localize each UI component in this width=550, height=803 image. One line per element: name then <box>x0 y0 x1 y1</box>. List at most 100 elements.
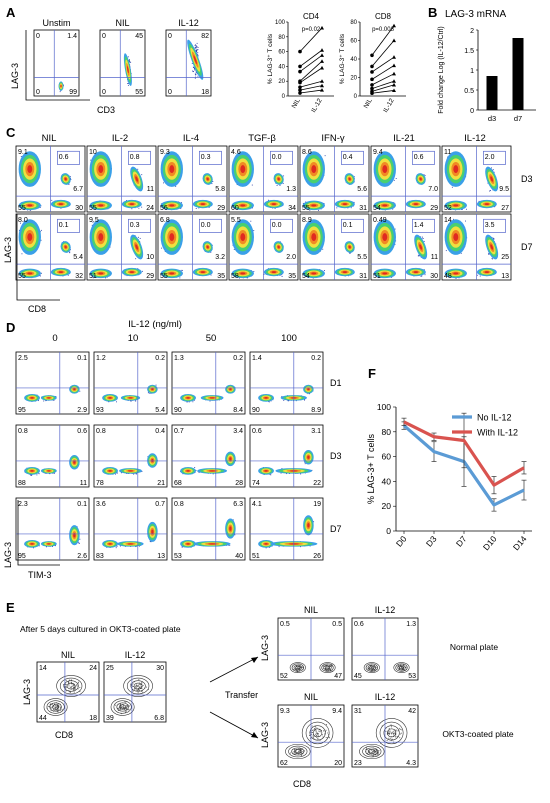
flow-event-dot <box>194 47 196 49</box>
quadrant-value-lr: 34 <box>288 205 296 212</box>
flow-event-dot <box>493 171 495 173</box>
flow-event-dot <box>197 52 199 54</box>
gate-box <box>57 218 80 233</box>
panel-c: NIL IL-2 IL-4 TGF-β IFN-γ IL-21 IL-129.10.66.7… <box>3 133 533 314</box>
density-core <box>277 177 280 181</box>
quadrant-value-ll: 58 <box>231 273 239 280</box>
quadrant-value-ul: 9.3 <box>160 149 170 156</box>
quadrant-value-lr: 55 <box>135 89 143 96</box>
nil-point <box>298 85 302 89</box>
density-core <box>484 203 490 205</box>
panel-b-title: LAG-3 mRNA <box>445 9 506 20</box>
flow-event-dot <box>69 252 71 254</box>
flow-event-dot <box>423 174 425 176</box>
flow-event-dot <box>198 207 200 209</box>
density-core <box>98 204 104 207</box>
panel-a-plot-title: IL-12 <box>178 18 199 28</box>
quadrant-value-ll: 0 <box>36 89 40 96</box>
quadrant-value-ll: 52 <box>444 205 452 212</box>
paired-line <box>371 73 395 86</box>
flow-event-dot <box>127 56 129 58</box>
flow-event-dot <box>128 59 130 61</box>
bar-d7 <box>512 38 524 110</box>
gate-box-value: 2.0 <box>485 154 495 161</box>
flow-event-dot <box>161 247 163 249</box>
gate-box-value: 0.6 <box>414 154 424 161</box>
flow-event-dot <box>194 69 196 71</box>
nil-point <box>370 70 374 74</box>
panel-c-column-title: IFN-γ <box>321 133 344 144</box>
flow-event-dot <box>139 237 141 239</box>
quadrant-value-ur: 82 <box>201 33 209 40</box>
quadrant-value-ll: 55 <box>18 205 26 212</box>
density-core <box>382 204 388 207</box>
density-core <box>169 204 175 207</box>
density-core <box>60 85 62 88</box>
paired-plot-title: CD8 <box>375 12 392 21</box>
panel-letter-f: F <box>368 366 376 381</box>
density-core <box>419 177 422 181</box>
flow-event-dot <box>236 184 238 186</box>
density-core <box>129 271 135 273</box>
panel-b-category-label: d7 <box>514 114 522 123</box>
paired-plot-xtick-label: IL-12 <box>310 97 324 114</box>
flow-event-dot <box>489 190 491 192</box>
gate-box-value: 0.1 <box>59 222 69 229</box>
flow-event-dot <box>137 168 139 170</box>
quadrant-value-ll: 0 <box>168 89 172 96</box>
il12-point <box>392 55 396 59</box>
flow-event-dot <box>163 182 164 184</box>
flow-event-dot <box>276 185 278 186</box>
flow-event-dot <box>323 202 325 204</box>
flow-event-dot <box>90 159 92 161</box>
flow-event-dot <box>350 207 352 209</box>
flow-event-dot <box>181 202 182 204</box>
flow-event-dot <box>393 179 395 181</box>
quadrant-value-lr: 27 <box>501 205 509 212</box>
quadrant-value-lr: 35 <box>217 273 225 280</box>
flow-event-dot <box>478 200 480 202</box>
density-core <box>98 165 104 174</box>
gate-box <box>483 150 506 165</box>
flow-event-dot <box>129 61 131 62</box>
flow-plot-frame <box>33 29 80 97</box>
density-core <box>27 165 33 174</box>
nil-point <box>370 83 374 87</box>
flow-event-dot <box>252 207 253 209</box>
flow-event-dot <box>40 239 42 241</box>
il12-point <box>392 88 396 93</box>
paired-line <box>371 40 395 67</box>
il12-point <box>392 82 396 87</box>
gate-box-value: 0.4 <box>343 154 353 161</box>
gate-box <box>57 150 80 165</box>
density-core <box>58 271 64 273</box>
panel-letter-d: D <box>6 320 15 335</box>
density-core <box>382 165 388 174</box>
paired-line <box>371 65 395 80</box>
panel-c-column-title: IL-4 <box>183 133 199 144</box>
gate-box <box>199 150 222 165</box>
flow-event-dot <box>196 49 198 51</box>
quadrant-value-ur: 5.6 <box>357 186 367 193</box>
flow-event-dot <box>131 208 133 210</box>
paired-line <box>299 49 323 67</box>
quadrant-value-lr: 29 <box>217 205 225 212</box>
panel-b-ytick-label: 1 <box>470 68 474 75</box>
density-core <box>271 203 277 205</box>
paired-line <box>371 84 395 92</box>
flow-event-dot <box>336 207 338 209</box>
flow-event-dot <box>195 74 197 76</box>
flow-event-dot <box>20 156 22 157</box>
flow-plot-frame <box>99 29 146 97</box>
flow-event-dot <box>141 206 143 208</box>
quadrant-value-ll: 55 <box>160 273 168 280</box>
paired-plot-ytick-label: 40 <box>278 64 285 70</box>
quadrant-value-ul: 0 <box>168 33 172 40</box>
quadrant-value-ur: 6.7 <box>73 186 83 193</box>
quadrant-value-ul: 0 <box>102 33 106 40</box>
flow-event-dot <box>196 50 197 52</box>
panel-a-axis-arrow <box>25 30 90 101</box>
density-core <box>200 203 206 205</box>
flow-event-dot <box>194 77 196 79</box>
density-core <box>169 272 175 275</box>
